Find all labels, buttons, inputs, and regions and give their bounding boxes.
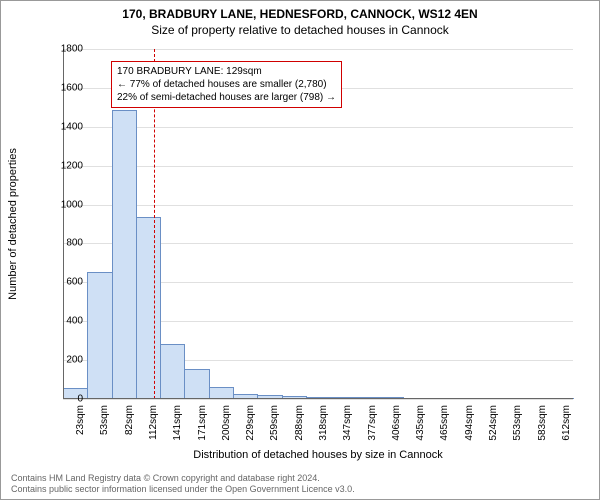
x-tick-label: 229sqm bbox=[245, 405, 256, 455]
histogram-bar bbox=[87, 272, 112, 399]
y-tick-label: 400 bbox=[43, 316, 83, 327]
y-tick-label: 200 bbox=[43, 355, 83, 366]
x-tick-label: 583sqm bbox=[537, 405, 548, 455]
plot-area: 170 BRADBURY LANE: 129sqm ← 77% of detac… bbox=[63, 49, 573, 399]
y-tick-label: 1000 bbox=[43, 199, 83, 210]
x-tick-label: 318sqm bbox=[318, 405, 329, 455]
y-tick-label: 1400 bbox=[43, 121, 83, 132]
y-axis-label: Number of detached properties bbox=[7, 49, 23, 399]
x-axis-line bbox=[63, 398, 573, 399]
chart-container: 170, BRADBURY LANE, HEDNESFORD, CANNOCK,… bbox=[0, 0, 600, 500]
y-tick-label: 1800 bbox=[43, 44, 83, 55]
gridline bbox=[63, 205, 573, 206]
x-tick-label: 377sqm bbox=[367, 405, 378, 455]
gridline bbox=[63, 127, 573, 128]
chart-title-main: 170, BRADBURY LANE, HEDNESFORD, CANNOCK,… bbox=[1, 1, 599, 21]
x-tick-label: 259sqm bbox=[269, 405, 280, 455]
x-tick-label: 406sqm bbox=[391, 405, 402, 455]
x-tick-label: 435sqm bbox=[415, 405, 426, 455]
x-tick-label: 53sqm bbox=[99, 405, 110, 455]
gridline bbox=[63, 166, 573, 167]
x-tick-label: 524sqm bbox=[488, 405, 499, 455]
x-tick-label: 494sqm bbox=[464, 405, 475, 455]
x-tick-label: 612sqm bbox=[561, 405, 572, 455]
x-tick-label: 23sqm bbox=[75, 405, 86, 455]
histogram-bar bbox=[112, 110, 137, 399]
y-tick-label: 600 bbox=[43, 277, 83, 288]
annotation-line-1: 170 BRADBURY LANE: 129sqm bbox=[117, 65, 336, 78]
y-tick-label: 1600 bbox=[43, 82, 83, 93]
histogram-bar bbox=[184, 369, 209, 399]
annotation-line-3: 22% of semi-detached houses are larger (… bbox=[117, 91, 336, 104]
gridline bbox=[63, 399, 573, 400]
footer-line-2: Contains public sector information licen… bbox=[11, 484, 355, 495]
histogram-bar bbox=[160, 344, 185, 399]
x-axis-label: Distribution of detached houses by size … bbox=[63, 449, 573, 461]
y-axis-line bbox=[63, 49, 64, 399]
x-tick-label: 200sqm bbox=[221, 405, 232, 455]
x-tick-label: 171sqm bbox=[197, 405, 208, 455]
histogram-bar bbox=[136, 217, 161, 399]
footer-attribution: Contains HM Land Registry data © Crown c… bbox=[11, 473, 355, 495]
footer-line-1: Contains HM Land Registry data © Crown c… bbox=[11, 473, 355, 484]
y-tick-label: 800 bbox=[43, 238, 83, 249]
annotation-box: 170 BRADBURY LANE: 129sqm ← 77% of detac… bbox=[111, 61, 342, 108]
x-tick-label: 347sqm bbox=[342, 405, 353, 455]
x-tick-label: 112sqm bbox=[148, 405, 159, 455]
x-tick-label: 82sqm bbox=[124, 405, 135, 455]
gridline bbox=[63, 49, 573, 50]
x-tick-label: 465sqm bbox=[439, 405, 450, 455]
x-tick-label: 141sqm bbox=[172, 405, 183, 455]
chart-title-sub: Size of property relative to detached ho… bbox=[1, 21, 599, 37]
x-tick-label: 288sqm bbox=[294, 405, 305, 455]
annotation-line-2: ← 77% of detached houses are smaller (2,… bbox=[117, 78, 336, 91]
x-tick-label: 553sqm bbox=[512, 405, 523, 455]
y-tick-label: 0 bbox=[43, 394, 83, 405]
y-tick-label: 1200 bbox=[43, 160, 83, 171]
